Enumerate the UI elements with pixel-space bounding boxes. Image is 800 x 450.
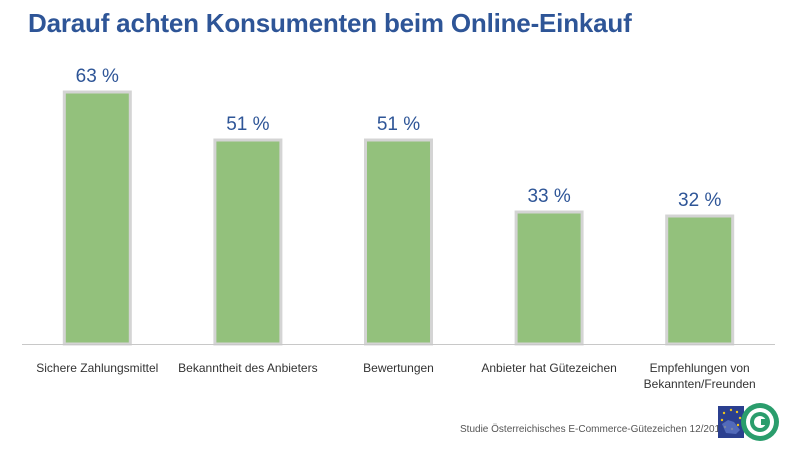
source-note: Studie Österreichisches E-Commerce-Gütez… <box>460 424 726 435</box>
bar-3 <box>364 138 433 346</box>
value-label-4: 33 % <box>527 186 570 207</box>
category-label-5: Empfehlungen von Bekannten/Freunden <box>644 361 756 391</box>
bars-group <box>62 90 735 346</box>
value-label-2: 51 % <box>226 114 269 135</box>
page-title: Darauf achten Konsumenten beim Online-Ei… <box>28 8 632 38</box>
category-label-4: Anbieter hat Gütezeichen <box>481 361 616 375</box>
value-label-1: 63 % <box>76 66 119 87</box>
bar-4 <box>514 210 584 346</box>
guetezeichen-logo <box>718 403 779 441</box>
category-label-3: Bewertungen <box>363 361 434 375</box>
category-label-2: Bekanntheit des Anbieters <box>178 361 317 375</box>
bar-2 <box>213 138 283 346</box>
bar-5 <box>665 214 735 346</box>
category-label-1: Sichere Zahlungsmittel <box>36 361 158 375</box>
value-label-5: 32 % <box>678 190 721 211</box>
value-label-3: 51 % <box>377 114 420 135</box>
value-labels-group: 63 % 51 % 51 % 33 % 32 % <box>76 66 722 211</box>
category-labels-group: Sichere Zahlungsmittel Bekanntheit des An… <box>36 361 755 391</box>
bar-1 <box>62 90 132 346</box>
